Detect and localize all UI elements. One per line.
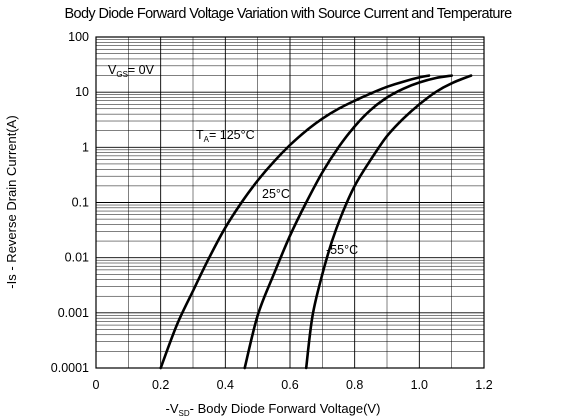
y-tick-label: 0.0001 bbox=[51, 361, 89, 375]
x-tick-label: 0.8 bbox=[346, 378, 363, 392]
grid bbox=[96, 37, 484, 369]
y-tick-label: 100 bbox=[68, 30, 89, 44]
annotation-tm55: -55°C bbox=[326, 243, 358, 257]
x-tick-label: 1.2 bbox=[475, 378, 492, 392]
y-tick-label: 0.001 bbox=[58, 306, 89, 320]
chart-title: Body Diode Forward Voltage Variation wit… bbox=[64, 6, 512, 22]
x-tick-label: 0 bbox=[93, 378, 100, 392]
y-tick-label: 10 bbox=[75, 85, 89, 99]
annotation-vgs: VGS= 0V bbox=[108, 63, 155, 79]
x-tick-label: 0.2 bbox=[152, 378, 169, 392]
x-axis-label: -VSD- Body Diode Forward Voltage(V) bbox=[166, 401, 381, 418]
x-tick-label: 0.4 bbox=[217, 378, 234, 392]
series-line-2 bbox=[243, 74, 453, 370]
x-tick-labels: 0 0.2 0.4 0.6 0.8 1.0 1.2 bbox=[93, 378, 493, 392]
annotation-t125: TA= 125°C bbox=[196, 128, 255, 144]
x-tick-label: 1.0 bbox=[411, 378, 428, 392]
series-line-3 bbox=[304, 74, 473, 370]
x-tick-label: 0.6 bbox=[281, 378, 298, 392]
y-tick-label: 1 bbox=[82, 140, 89, 154]
series-line-1 bbox=[159, 74, 431, 370]
y-axis-label: -Is - Reverse Drain Current(A) bbox=[4, 115, 19, 288]
plot-frame bbox=[95, 36, 485, 369]
y-tick-label: 0.1 bbox=[72, 196, 89, 210]
annotation-t25: 25°C bbox=[262, 187, 290, 201]
data-series bbox=[159, 74, 473, 370]
y-tick-labels: 0.0001 0.001 0.01 0.1 1 10 100 bbox=[51, 30, 89, 375]
y-tick-label: 0.01 bbox=[65, 251, 89, 265]
